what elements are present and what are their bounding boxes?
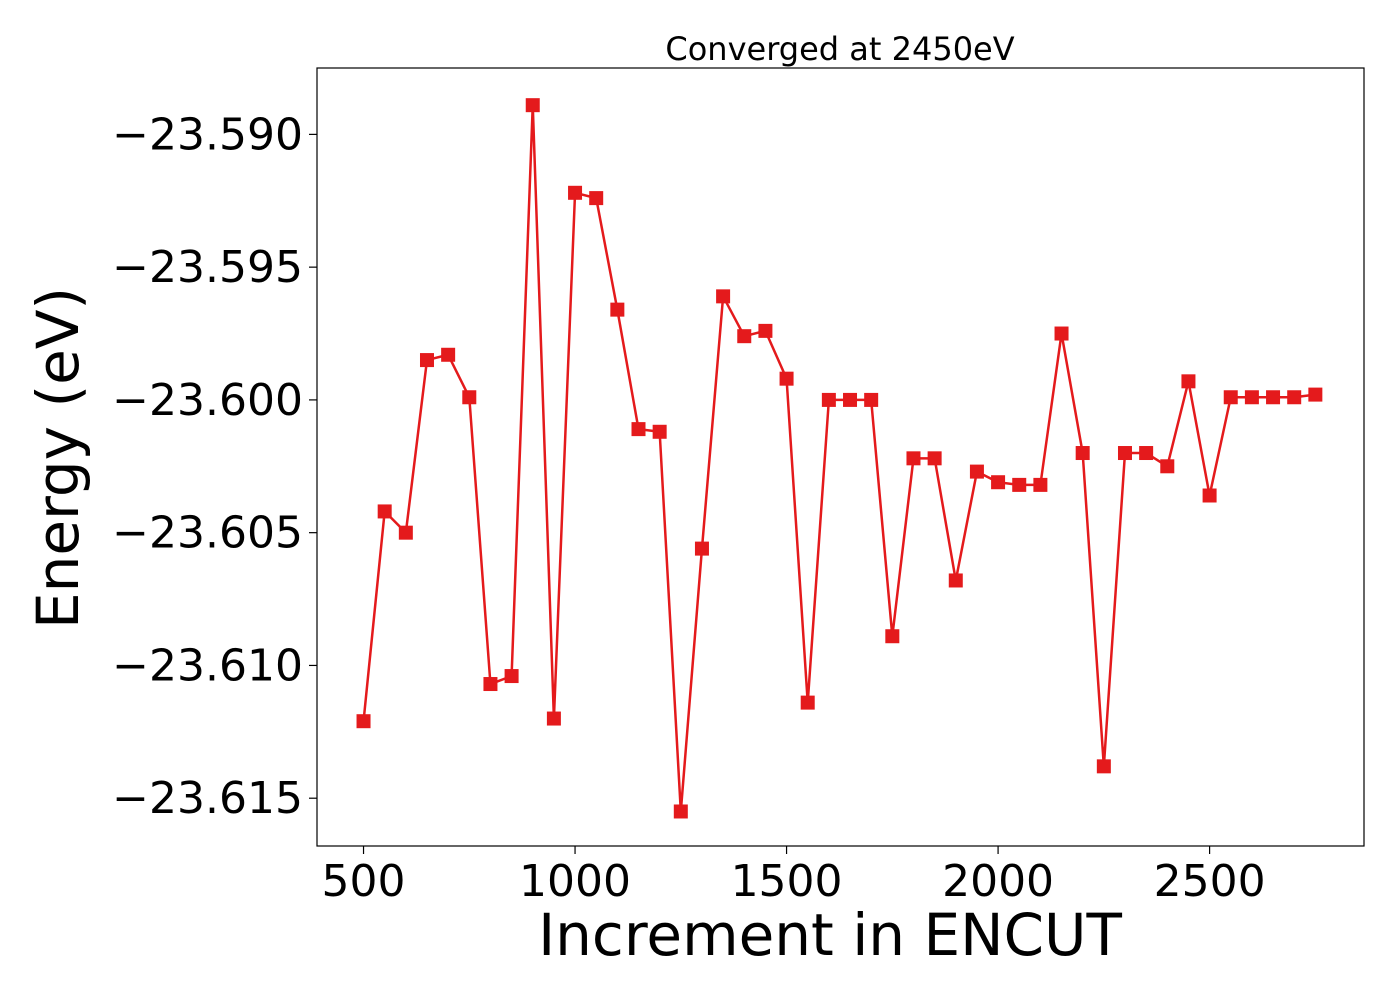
data-point [483,677,498,692]
data-point [843,392,858,407]
data-point [673,804,688,819]
data-point [1012,477,1027,492]
data-point [1075,446,1090,461]
data-point [1054,326,1069,341]
data-point [631,422,646,437]
y-axis: −23.590 −23.595 −23.600 −23.605 −23.610 −23.6… [112,109,317,824]
data-point [610,302,625,317]
data-point [1139,446,1154,461]
data-point [356,714,371,729]
data-point [441,347,456,362]
data-point [716,289,731,304]
data-point [462,390,477,405]
data-point [1223,390,1238,405]
y-tick-label: −23.595 [112,242,303,293]
data-point [821,392,836,407]
data-point [1266,390,1281,405]
data-point [546,711,561,726]
y-tick-label: −23.615 [112,773,303,824]
data-point [737,329,752,344]
data-point [1287,390,1302,405]
data-point [1308,387,1323,402]
x-axis-label: Increment in ENCUT [538,901,1122,969]
x-tick-label: 1000 [519,856,631,907]
data-point [927,451,942,466]
data-point [652,424,667,439]
data-point [1096,759,1111,774]
x-tick-label: 2000 [942,856,1054,907]
data-point [589,191,604,206]
data-point [1244,390,1259,405]
y-tick-label: −23.590 [112,109,303,160]
x-tick-label: 500 [322,856,406,907]
data-point [885,629,900,644]
y-tick-label: −23.605 [112,508,303,559]
data-point [419,353,434,368]
data-point [694,541,709,556]
x-tick-label: 1500 [731,856,843,907]
data-point [1033,477,1048,492]
data-point [800,695,815,710]
data-point [1202,488,1217,503]
data-point [969,464,984,479]
y-tick-label: −23.610 [112,640,303,691]
data-point [377,504,392,519]
data-point [568,185,583,200]
plot-frame [316,67,1365,847]
data-point [948,573,963,588]
data-point [1117,446,1132,461]
data-point [1160,459,1175,474]
x-axis: 500 1000 1500 2000 2500 [322,846,1266,907]
x-tick-label: 2500 [1154,856,1266,907]
data-point [398,525,413,540]
data-point [758,323,773,338]
data-point [504,669,519,684]
data-point [906,451,921,466]
data-point [864,392,879,407]
y-axis-label: Energy (eV) [24,287,92,629]
chart-title: Converged at 2450eV [665,30,1014,68]
series-line [362,103,1316,813]
data-point [1181,374,1196,389]
data-point [779,371,794,386]
data-point [525,98,540,113]
y-tick-label: −23.600 [112,375,303,426]
data-point [991,475,1006,490]
plot-series [356,98,1323,819]
